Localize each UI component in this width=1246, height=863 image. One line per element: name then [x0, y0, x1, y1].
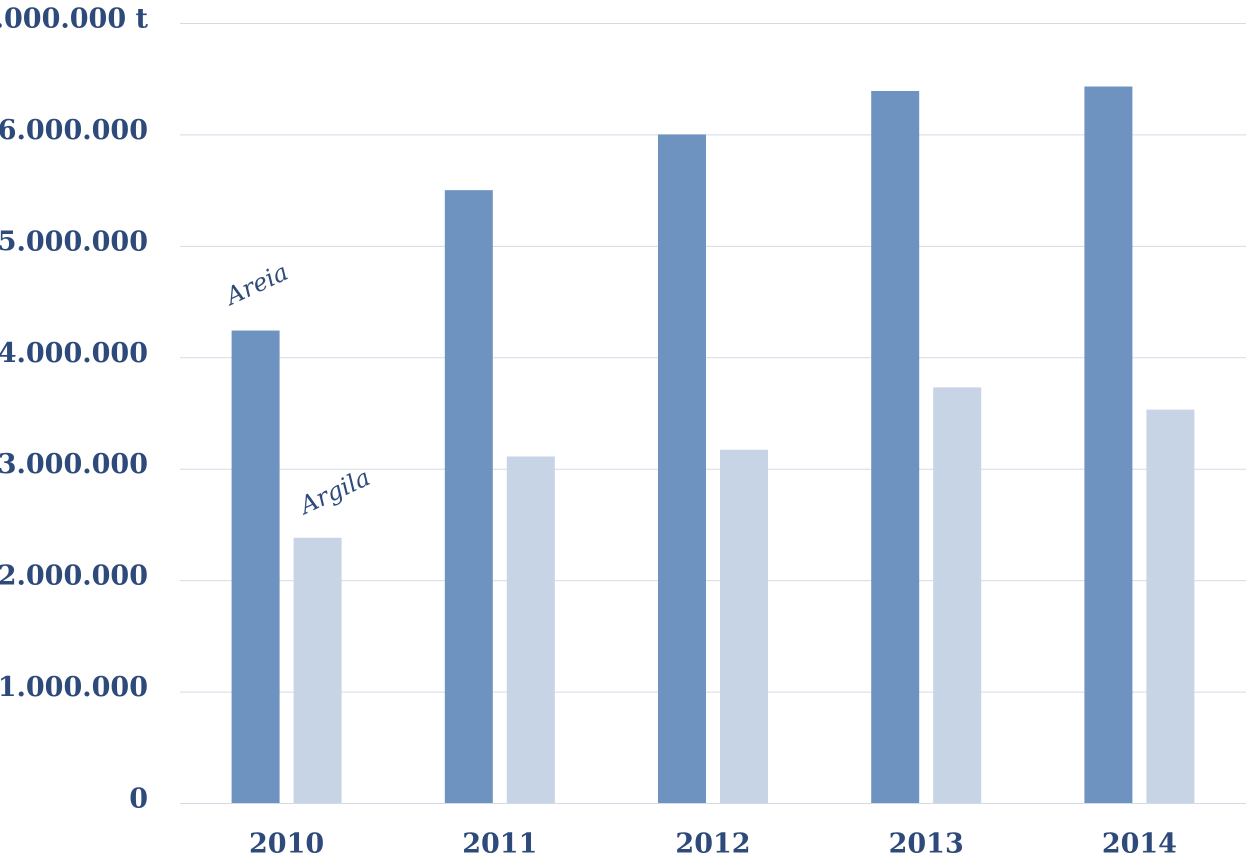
- series-label: Argila: [294, 463, 375, 520]
- y-tick-label: 5.000.000: [0, 226, 148, 257]
- bar: [444, 190, 493, 804]
- bar: [658, 134, 706, 803]
- x-tick-label: 2010: [249, 829, 324, 860]
- x-tick-label: 2014: [1102, 829, 1177, 860]
- bar: [720, 449, 768, 803]
- y-tick-label: 1.000.000: [0, 672, 148, 703]
- bar: [506, 456, 555, 803]
- y-tick-label: 3.000.000: [0, 449, 148, 480]
- y-tick-label: 0: [129, 784, 148, 815]
- y-tick-label: 7.000.000 t: [0, 4, 149, 35]
- bar: [231, 330, 280, 803]
- x-tick-label: 2013: [889, 829, 964, 860]
- y-tick-label: 4.000.000: [0, 338, 148, 369]
- bar: [293, 537, 342, 803]
- bar: [1146, 409, 1195, 803]
- y-tick-label: 6.000.000: [0, 115, 148, 146]
- x-tick-label: 2012: [675, 829, 750, 860]
- series-label: Areia: [220, 258, 293, 312]
- y-tick-label: 2.000.000: [0, 561, 148, 592]
- bar: [1084, 86, 1133, 803]
- bar: [933, 387, 982, 803]
- bar: [871, 90, 920, 803]
- x-tick-label: 2011: [462, 829, 537, 860]
